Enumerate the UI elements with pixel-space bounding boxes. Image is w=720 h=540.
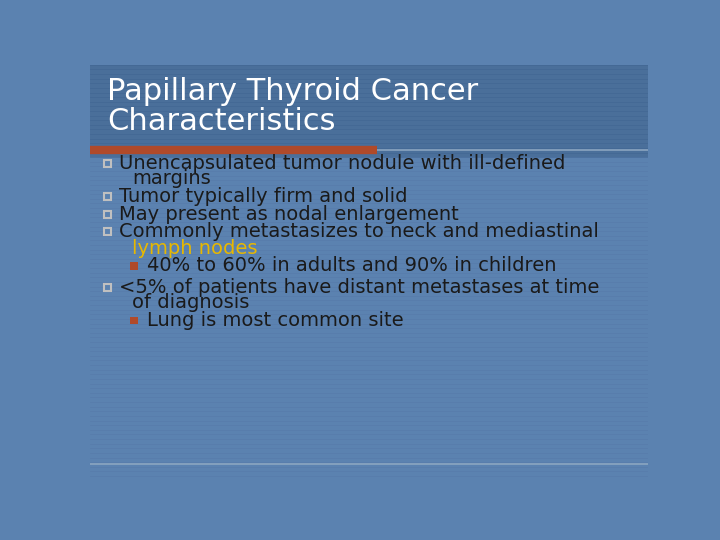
Bar <box>104 211 111 218</box>
Text: Tumor typically firm and solid: Tumor typically firm and solid <box>120 187 408 206</box>
Text: Lung is most common site: Lung is most common site <box>148 311 404 330</box>
Text: Characteristics: Characteristics <box>107 107 336 136</box>
FancyBboxPatch shape <box>90 65 648 157</box>
Text: May present as nodal enlargement: May present as nodal enlargement <box>120 205 459 224</box>
Bar <box>104 193 111 200</box>
Text: of diagnosis: of diagnosis <box>132 293 249 312</box>
Text: lymph nodes: lymph nodes <box>132 239 257 258</box>
Bar <box>104 160 111 167</box>
Text: 40% to 60% in adults and 90% in children: 40% to 60% in adults and 90% in children <box>148 256 557 275</box>
Bar <box>104 284 111 291</box>
Text: Papillary Thyroid Cancer: Papillary Thyroid Cancer <box>107 77 478 106</box>
Text: Unencapsulated tumor nodule with ill-defined: Unencapsulated tumor nodule with ill-def… <box>120 154 566 173</box>
Text: <5% of patients have distant metastases at time: <5% of patients have distant metastases … <box>120 278 600 297</box>
Text: Commonly metastasizes to neck and mediastinal: Commonly metastasizes to neck and medias… <box>120 222 599 241</box>
Bar <box>130 262 138 269</box>
Bar <box>104 228 111 235</box>
Text: margins: margins <box>132 169 210 188</box>
Bar <box>130 316 138 325</box>
